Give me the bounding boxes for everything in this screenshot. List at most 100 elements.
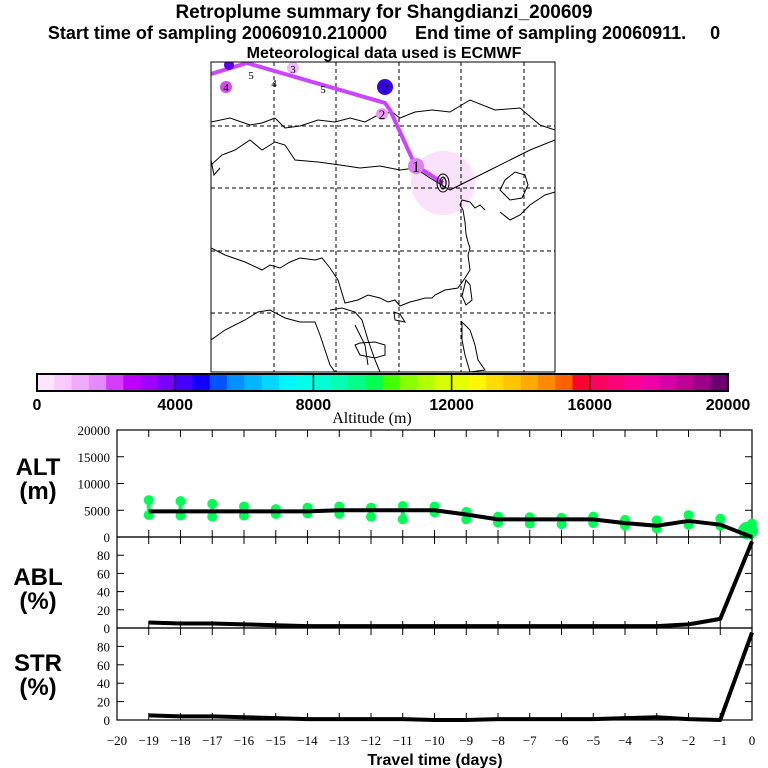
y-tick-label: 40 [97,585,110,600]
x-tick-label: 0 [749,733,756,748]
svg-text:5: 5 [248,70,254,82]
trajectory-marker-5b: 5 [320,84,326,96]
colorbar-tick-label: 16000 [568,397,613,414]
y-tick-label: 5000 [84,503,110,518]
x-tick-label: −6 [555,733,569,748]
panel-abl: 0 20 40 60 80 [97,536,754,636]
panel-frame [116,627,753,721]
series-line-str [148,631,754,722]
x-tick-label: −19 [139,733,159,748]
y-tick-label: 10000 [78,477,111,492]
map-gridlines [211,62,555,372]
met-data-label: Meteorological data used is ECMWF [246,45,522,62]
colorbar-cell [417,374,435,391]
map-frame [210,61,556,373]
colorbar-cell [537,374,556,391]
y-tick-label: 0 [104,621,111,636]
x-tick-label: −9 [459,733,473,748]
colorbar-cell [399,374,418,391]
colorbar-cell [710,374,729,391]
altitude-cluster-range [400,505,405,520]
x-tick-label: −3 [650,733,664,748]
colorbar-cell [192,374,211,391]
trajectory-marker-start [224,62,234,70]
str-ylabel: STR (%) [14,650,62,701]
y-tick-label: 60 [97,566,110,581]
trajectory-marker-3a: 3 [287,62,299,76]
trajectory-marker-2b: 2 [377,79,393,95]
colorbar-cell [330,374,349,391]
x-tick-label: −17 [202,733,223,748]
colorbar-cell [88,374,107,391]
colorbar-cell [123,374,142,391]
trajectory-marker-4b: 4 [271,78,277,90]
x-tick-label: −16 [234,733,255,748]
colorbar-tick-label: 20000 [706,397,751,414]
y-tick-label: 80 [97,639,110,654]
x-tick-label: −4 [618,733,632,748]
colorbar-cell [503,374,522,391]
colorbar-cell [106,374,124,391]
y-tick-label: 60 [97,658,110,673]
colorbar-label: Altitude (m) [332,410,412,427]
x-tick-label: −12 [361,733,381,748]
x-axis-label: Travel time (days) [367,752,502,768]
x-tick-label: −10 [424,733,444,748]
svg-text:3: 3 [290,64,296,76]
colorbar-cell [261,374,280,391]
svg-text:2: 2 [382,80,389,95]
svg-text:1: 1 [412,159,420,176]
alt-ylabel: ALT (m) [15,454,61,505]
colorbar-frame [36,373,729,392]
colorbar-cell [693,374,712,391]
colorbar-cell [658,374,677,391]
x-tick-label: −2 [682,733,696,748]
colorbar-cell [434,374,453,391]
trajectory-marker-5a: 5 [248,70,254,82]
colorbar-cell [451,374,470,391]
x-tick-label: −1 [713,733,727,748]
colorbar-cell [278,374,297,391]
colorbar-cell [227,374,245,391]
trajectory-marker-2a: 2 [376,107,388,122]
y-tick-label: 0 [104,713,111,728]
y-tick-label: 40 [97,676,110,691]
colorbar-tick-label: 8000 [296,397,332,414]
svg-text:4: 4 [223,82,229,94]
svg-text:5: 5 [320,84,326,96]
colorbar-cell [589,374,608,391]
x-tick-label: −14 [297,733,318,748]
y-tick-label: 0 [104,530,111,545]
colorbar-cell [624,374,643,391]
x-tick-label: −20 [107,733,127,748]
colorbar-cell [607,374,625,391]
chart-title: Retroplume summary for Shangdianzi_20060… [175,2,593,23]
x-tick-label: −18 [170,733,190,748]
colorbar-cell [382,374,401,391]
colorbar-cell [157,374,176,391]
end-time-suffix: 0 [710,23,721,43]
colorbar-cell [54,374,73,391]
start-time-label: Start time of sampling 20060910.210000 [47,23,388,43]
abl-ylabel: ABL (%) [13,564,63,615]
colorbar-cell [520,374,539,391]
colorbar-cell [468,374,487,391]
altitude-cluster-range [718,518,723,526]
colorbar-cell [347,374,366,391]
colorbar-cell [555,374,574,391]
colorbar-cell [365,374,383,391]
y-tick-label: 20 [97,695,110,710]
svg-text:2: 2 [379,107,386,122]
x-tick-label: −5 [586,733,600,748]
colorbar-cell [313,374,332,391]
end-time-label: End time of sampling 20060911. [415,23,687,43]
trajectory-marker-1: 1 [408,158,424,176]
colorbar-cell [676,374,694,391]
colorbar-tick-label: 0 [33,397,42,414]
y-tick-label: 20000 [78,423,111,438]
colorbar-cell [71,374,90,391]
svg-text:0: 0 [441,175,448,190]
colorbar-cell [209,374,228,391]
